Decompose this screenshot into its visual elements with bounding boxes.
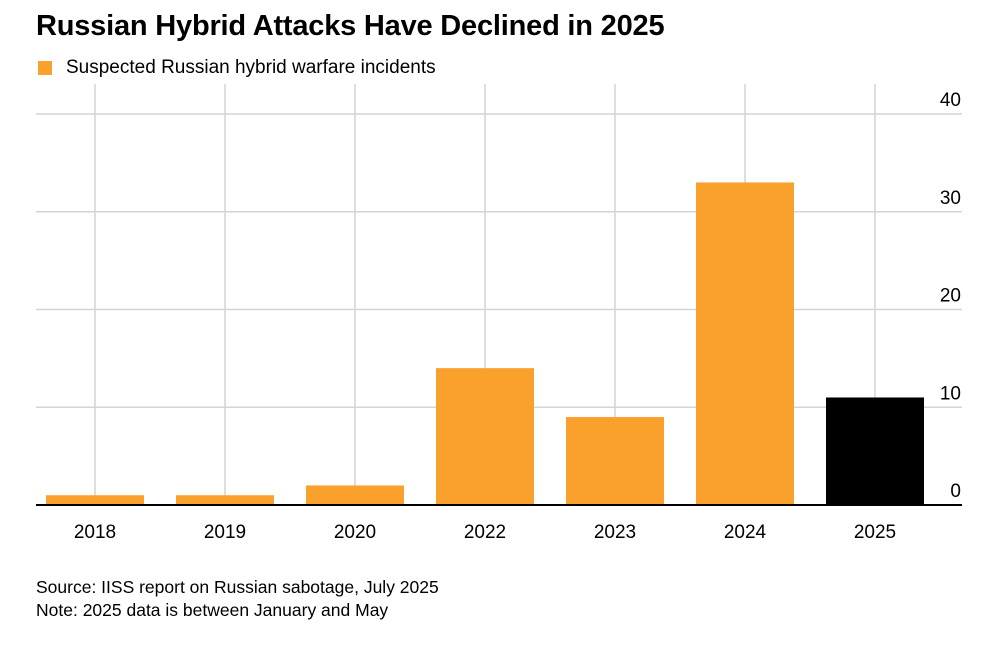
data-note: Note: 2025 data is between January and M… (36, 600, 389, 620)
y-tick-label: 40 (940, 90, 961, 111)
source-note: Source: IISS report on Russian sabotage,… (36, 577, 439, 597)
y-tick-label: 30 (940, 188, 961, 209)
x-tick-label: 2018 (74, 522, 116, 543)
bar-2019 (176, 495, 274, 505)
legend-swatch (38, 61, 52, 75)
x-tick-label: 2025 (854, 522, 896, 543)
x-tick-label: 2022 (464, 522, 506, 543)
chart-title: Russian Hybrid Attacks Have Declined in … (36, 10, 665, 42)
legend: Suspected Russian hybrid warfare inciden… (38, 57, 436, 79)
y-tick-label: 20 (940, 286, 961, 307)
x-tick-label: 2023 (594, 522, 636, 543)
bar-2023 (566, 417, 664, 505)
y-tick-label: 0 (950, 481, 961, 502)
x-tick-label: 2024 (724, 522, 767, 543)
x-tick-label: 2019 (204, 522, 246, 543)
bar-2020 (306, 485, 404, 505)
x-tick-label: 2020 (334, 522, 376, 543)
bar-2025 (826, 397, 924, 505)
legend-label: Suspected Russian hybrid warfare inciden… (66, 57, 436, 78)
y-tick-label: 10 (940, 383, 961, 404)
bar-2024 (696, 182, 794, 506)
bar-2022 (436, 368, 534, 505)
bar-2018 (46, 495, 144, 505)
